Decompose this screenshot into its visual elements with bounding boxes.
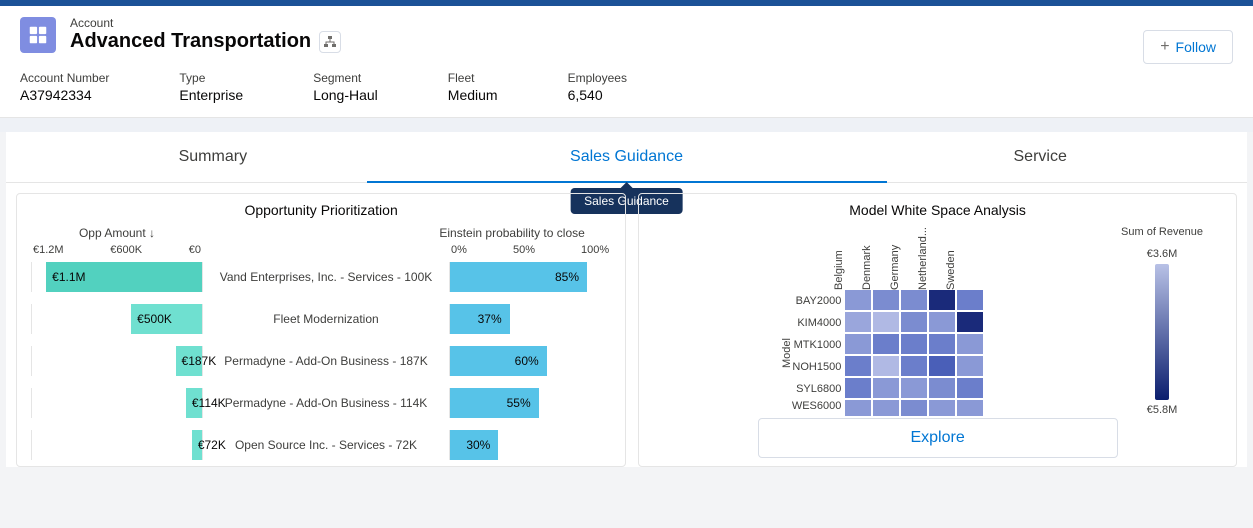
opp-prob-bar[interactable]: 30% [450, 430, 498, 460]
opp-prob-bar[interactable]: 55% [450, 388, 539, 418]
field-1: TypeEnterprise [179, 71, 243, 103]
heat-row-label: SYL6800 [796, 378, 841, 400]
field-2: SegmentLong-Haul [313, 71, 378, 103]
opp-row: €500KFleet Modernization37% [31, 298, 611, 340]
heat-cell[interactable] [845, 378, 871, 398]
hierarchy-button[interactable] [319, 31, 341, 53]
heat-cell[interactable] [845, 334, 871, 354]
heat-col-label: Germany [889, 245, 901, 290]
account-icon [20, 17, 56, 53]
field-3: FleetMedium [448, 71, 498, 103]
heat-cell[interactable] [901, 356, 927, 376]
heat-cell[interactable] [929, 356, 955, 376]
heat-cell[interactable] [929, 290, 955, 310]
heat-row-label: MTK1000 [794, 334, 842, 356]
opp-amount-bar[interactable]: €114K [186, 388, 202, 418]
opp-row: €1.1MVand Enterprises, Inc. - Services -… [31, 256, 611, 298]
heat-cell[interactable] [929, 312, 955, 332]
opp-title: Opportunity Prioritization [31, 202, 611, 218]
heat-cell[interactable] [873, 290, 899, 310]
opportunity-panel: Opportunity Prioritization Opp Amount ↓ … [16, 193, 626, 467]
tabs: Summary Sales Guidance Service Sales Gui… [6, 132, 1247, 183]
opp-amount-bar[interactable]: €1.1M [46, 262, 202, 292]
heat-cell[interactable] [901, 378, 927, 398]
heat-col-label: Denmark [861, 245, 873, 290]
opp-prob-bar[interactable]: 37% [450, 304, 510, 334]
account-header: Account Advanced Transportation + Follow… [0, 6, 1253, 118]
opp-name: Open Source Inc. - Services - 72K [203, 438, 449, 452]
heat-cell[interactable] [901, 290, 927, 310]
heat-row-label: WES6000 [792, 400, 842, 412]
opp-row: €187KPermadyne - Add-On Business - 187K6… [31, 340, 611, 382]
heat-cell[interactable] [845, 290, 871, 310]
opp-prob-bar[interactable]: 60% [450, 346, 547, 376]
follow-button[interactable]: + Follow [1143, 30, 1233, 64]
heat-cell[interactable] [845, 312, 871, 332]
whitespace-panel: Model White Space Analysis Belgium Denmar… [638, 193, 1237, 467]
opp-amount-bar[interactable]: €500K [131, 304, 202, 334]
heat-col-label: Belgium [833, 250, 845, 290]
opp-name: Permadyne - Add-On Business - 187K [203, 354, 449, 368]
heat-row-label: KIM4000 [797, 312, 841, 334]
tab-service[interactable]: Service [833, 132, 1247, 182]
heat-col-label: Netherland... [917, 227, 929, 290]
heat-cell[interactable] [929, 378, 955, 398]
heat-col-label: Sweden [945, 250, 957, 290]
opp-row: €72KOpen Source Inc. - Services - 72K30% [31, 424, 611, 466]
heat-cell[interactable] [845, 356, 871, 376]
heat-y-axis: Model [781, 338, 793, 368]
opp-amount-bar[interactable]: €187K [176, 346, 202, 376]
opp-amount-bar[interactable]: €72K [192, 430, 202, 460]
heat-cell[interactable] [929, 400, 955, 416]
heat-cell[interactable] [957, 378, 983, 398]
heat-title: Model White Space Analysis [653, 202, 1222, 218]
heat-cell[interactable] [957, 334, 983, 354]
heat-cell[interactable] [957, 290, 983, 310]
opp-row: €114KPermadyne - Add-On Business - 114K5… [31, 382, 611, 424]
tab-sales-guidance[interactable]: Sales Guidance [420, 132, 834, 182]
object-label: Account [70, 16, 341, 30]
heat-row-label: BAY2000 [796, 290, 842, 312]
heat-cell[interactable] [957, 400, 983, 416]
heat-cell[interactable] [901, 334, 927, 354]
opp-prob-bar[interactable]: 85% [450, 262, 587, 292]
opp-name: Vand Enterprises, Inc. - Services - 100K [203, 270, 449, 284]
heat-cell[interactable] [957, 356, 983, 376]
heat-cell[interactable] [873, 312, 899, 332]
heat-cell[interactable] [873, 378, 899, 398]
opp-name: Permadyne - Add-On Business - 114K [203, 396, 449, 410]
plus-icon: + [1160, 38, 1169, 56]
tab-summary[interactable]: Summary [6, 132, 420, 182]
opp-name: Fleet Modernization [203, 312, 449, 326]
heat-cell[interactable] [873, 400, 899, 416]
heat-legend: Sum of Revenue €3.6M €5.8M [1102, 226, 1222, 416]
opp-left-header: Opp Amount ↓ [31, 226, 203, 240]
heat-cell[interactable] [957, 312, 983, 332]
heat-cell[interactable] [901, 312, 927, 332]
opp-right-header: Einstein probability to close [203, 226, 611, 240]
heat-row-label: NOH1500 [792, 356, 841, 378]
heat-cell[interactable] [873, 356, 899, 376]
heatmap[interactable] [845, 290, 983, 416]
page-title: Advanced Transportation [70, 30, 311, 53]
field-0: Account NumberA37942334 [20, 71, 109, 103]
explore-button[interactable]: Explore [758, 418, 1118, 458]
fields-row: Account NumberA37942334 TypeEnterprise Seg… [20, 71, 1233, 103]
heat-cell[interactable] [845, 400, 871, 416]
heat-cell[interactable] [901, 400, 927, 416]
field-4: Employees6,540 [568, 71, 627, 103]
heat-cell[interactable] [929, 334, 955, 354]
heat-cell[interactable] [873, 334, 899, 354]
